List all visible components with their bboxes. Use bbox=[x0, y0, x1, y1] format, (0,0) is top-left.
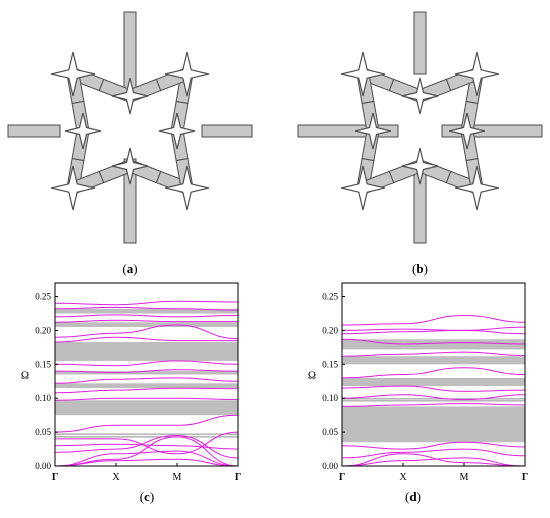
band-curve bbox=[341, 329, 526, 335]
band-curve bbox=[55, 431, 239, 455]
y-tick-label: 0.25 bbox=[35, 292, 51, 302]
star-node bbox=[454, 165, 500, 211]
plot-frame bbox=[54, 282, 239, 467]
band-structure-chart-d: 0.00 0.05 0.10 0.15 0.20 0.25 Γ X M Γ Ω bbox=[308, 282, 528, 483]
band-curve bbox=[341, 453, 526, 467]
band-curve bbox=[54, 314, 239, 318]
y-tick-label: 0.00 bbox=[322, 461, 338, 471]
y-tick-label: 0.05 bbox=[322, 427, 338, 437]
y-tick-label: 0.15 bbox=[322, 359, 338, 369]
band-gap bbox=[55, 322, 238, 328]
band-gap bbox=[55, 341, 238, 361]
band-curve bbox=[54, 319, 238, 323]
star-node bbox=[354, 112, 392, 150]
band-curve bbox=[54, 360, 239, 367]
x-tick-label: Γ bbox=[52, 472, 58, 483]
y-tick-label: 0.05 bbox=[35, 427, 51, 437]
star-node bbox=[50, 51, 96, 97]
y-tick-label: 0.20 bbox=[35, 325, 51, 335]
star-node bbox=[50, 165, 96, 211]
band-curve bbox=[341, 385, 526, 392]
band-curve bbox=[54, 324, 239, 340]
band-curve bbox=[54, 450, 239, 467]
y-tick-label: 0.10 bbox=[35, 393, 51, 403]
y-tick-label: 0.15 bbox=[35, 359, 51, 369]
band-curve bbox=[54, 387, 239, 394]
star-node bbox=[454, 51, 500, 97]
band-gap bbox=[55, 371, 238, 375]
band-structure-chart-c: 0.00 0.05 0.10 0.15 0.20 0.25 Γ X M Γ Ω bbox=[21, 282, 241, 483]
plot-frame bbox=[341, 282, 526, 467]
star-node bbox=[401, 77, 439, 115]
band-curve bbox=[54, 336, 238, 343]
x-tick-label: Γ bbox=[522, 472, 528, 483]
band-gap bbox=[55, 383, 238, 389]
band-curve bbox=[341, 338, 526, 345]
band-curve bbox=[54, 369, 239, 374]
band-curve bbox=[54, 397, 239, 401]
band-gap bbox=[55, 400, 238, 416]
y-tick-label: 0.10 bbox=[322, 393, 338, 403]
y-axis-label: Ω bbox=[308, 370, 316, 382]
x-tick-label: M bbox=[460, 472, 469, 483]
band-curve bbox=[341, 394, 526, 401]
star-node bbox=[111, 147, 149, 185]
panel-label-d: (d) bbox=[405, 489, 421, 504]
band-curve bbox=[341, 326, 526, 331]
x-tick-label: Γ bbox=[235, 472, 241, 483]
band-curve bbox=[341, 457, 526, 467]
band-gap bbox=[342, 406, 525, 443]
x-tick-label: M bbox=[173, 472, 182, 483]
panel-label-b: (b) bbox=[412, 261, 428, 276]
band-gap bbox=[342, 377, 525, 387]
y-tick-label: 0.00 bbox=[35, 461, 51, 471]
x-tick-label: Γ bbox=[339, 472, 345, 483]
connector-bar bbox=[7, 124, 61, 138]
panel-label-a: (a) bbox=[122, 261, 137, 276]
band-curve bbox=[341, 441, 526, 450]
star-node bbox=[401, 147, 439, 185]
panel-label-c: (c) bbox=[140, 489, 154, 504]
lattice-structure-a bbox=[7, 11, 253, 244]
band-curve bbox=[54, 443, 239, 450]
star-node bbox=[164, 165, 210, 211]
y-tick-label: 0.25 bbox=[322, 292, 338, 302]
y-tick-label: 0.20 bbox=[322, 325, 338, 335]
band-gap bbox=[342, 356, 525, 365]
band-curve bbox=[54, 458, 239, 467]
band-curve bbox=[341, 367, 526, 379]
band-gap bbox=[342, 339, 525, 350]
band-curve bbox=[54, 300, 239, 306]
star-node bbox=[340, 51, 386, 97]
star-node bbox=[164, 51, 210, 97]
star-node bbox=[158, 112, 196, 150]
band-curve bbox=[54, 306, 239, 311]
band-curve bbox=[341, 448, 526, 459]
x-tick-label: X bbox=[399, 472, 407, 483]
x-tick-label: X bbox=[112, 472, 120, 483]
band-curve bbox=[54, 436, 239, 467]
band-gap bbox=[55, 308, 238, 314]
star-node bbox=[64, 112, 102, 150]
star-node bbox=[448, 112, 486, 150]
connector-bar bbox=[201, 124, 253, 138]
band-curve bbox=[341, 403, 526, 407]
band-curve bbox=[341, 351, 526, 357]
lattice-structure-b bbox=[297, 11, 543, 244]
star-node bbox=[340, 165, 386, 211]
star-node bbox=[111, 77, 149, 115]
band-curve bbox=[54, 377, 239, 384]
y-axis-label: Ω bbox=[21, 370, 29, 382]
band-curve bbox=[341, 314, 526, 326]
band-curve bbox=[54, 414, 239, 433]
connector-bar bbox=[413, 11, 427, 75]
